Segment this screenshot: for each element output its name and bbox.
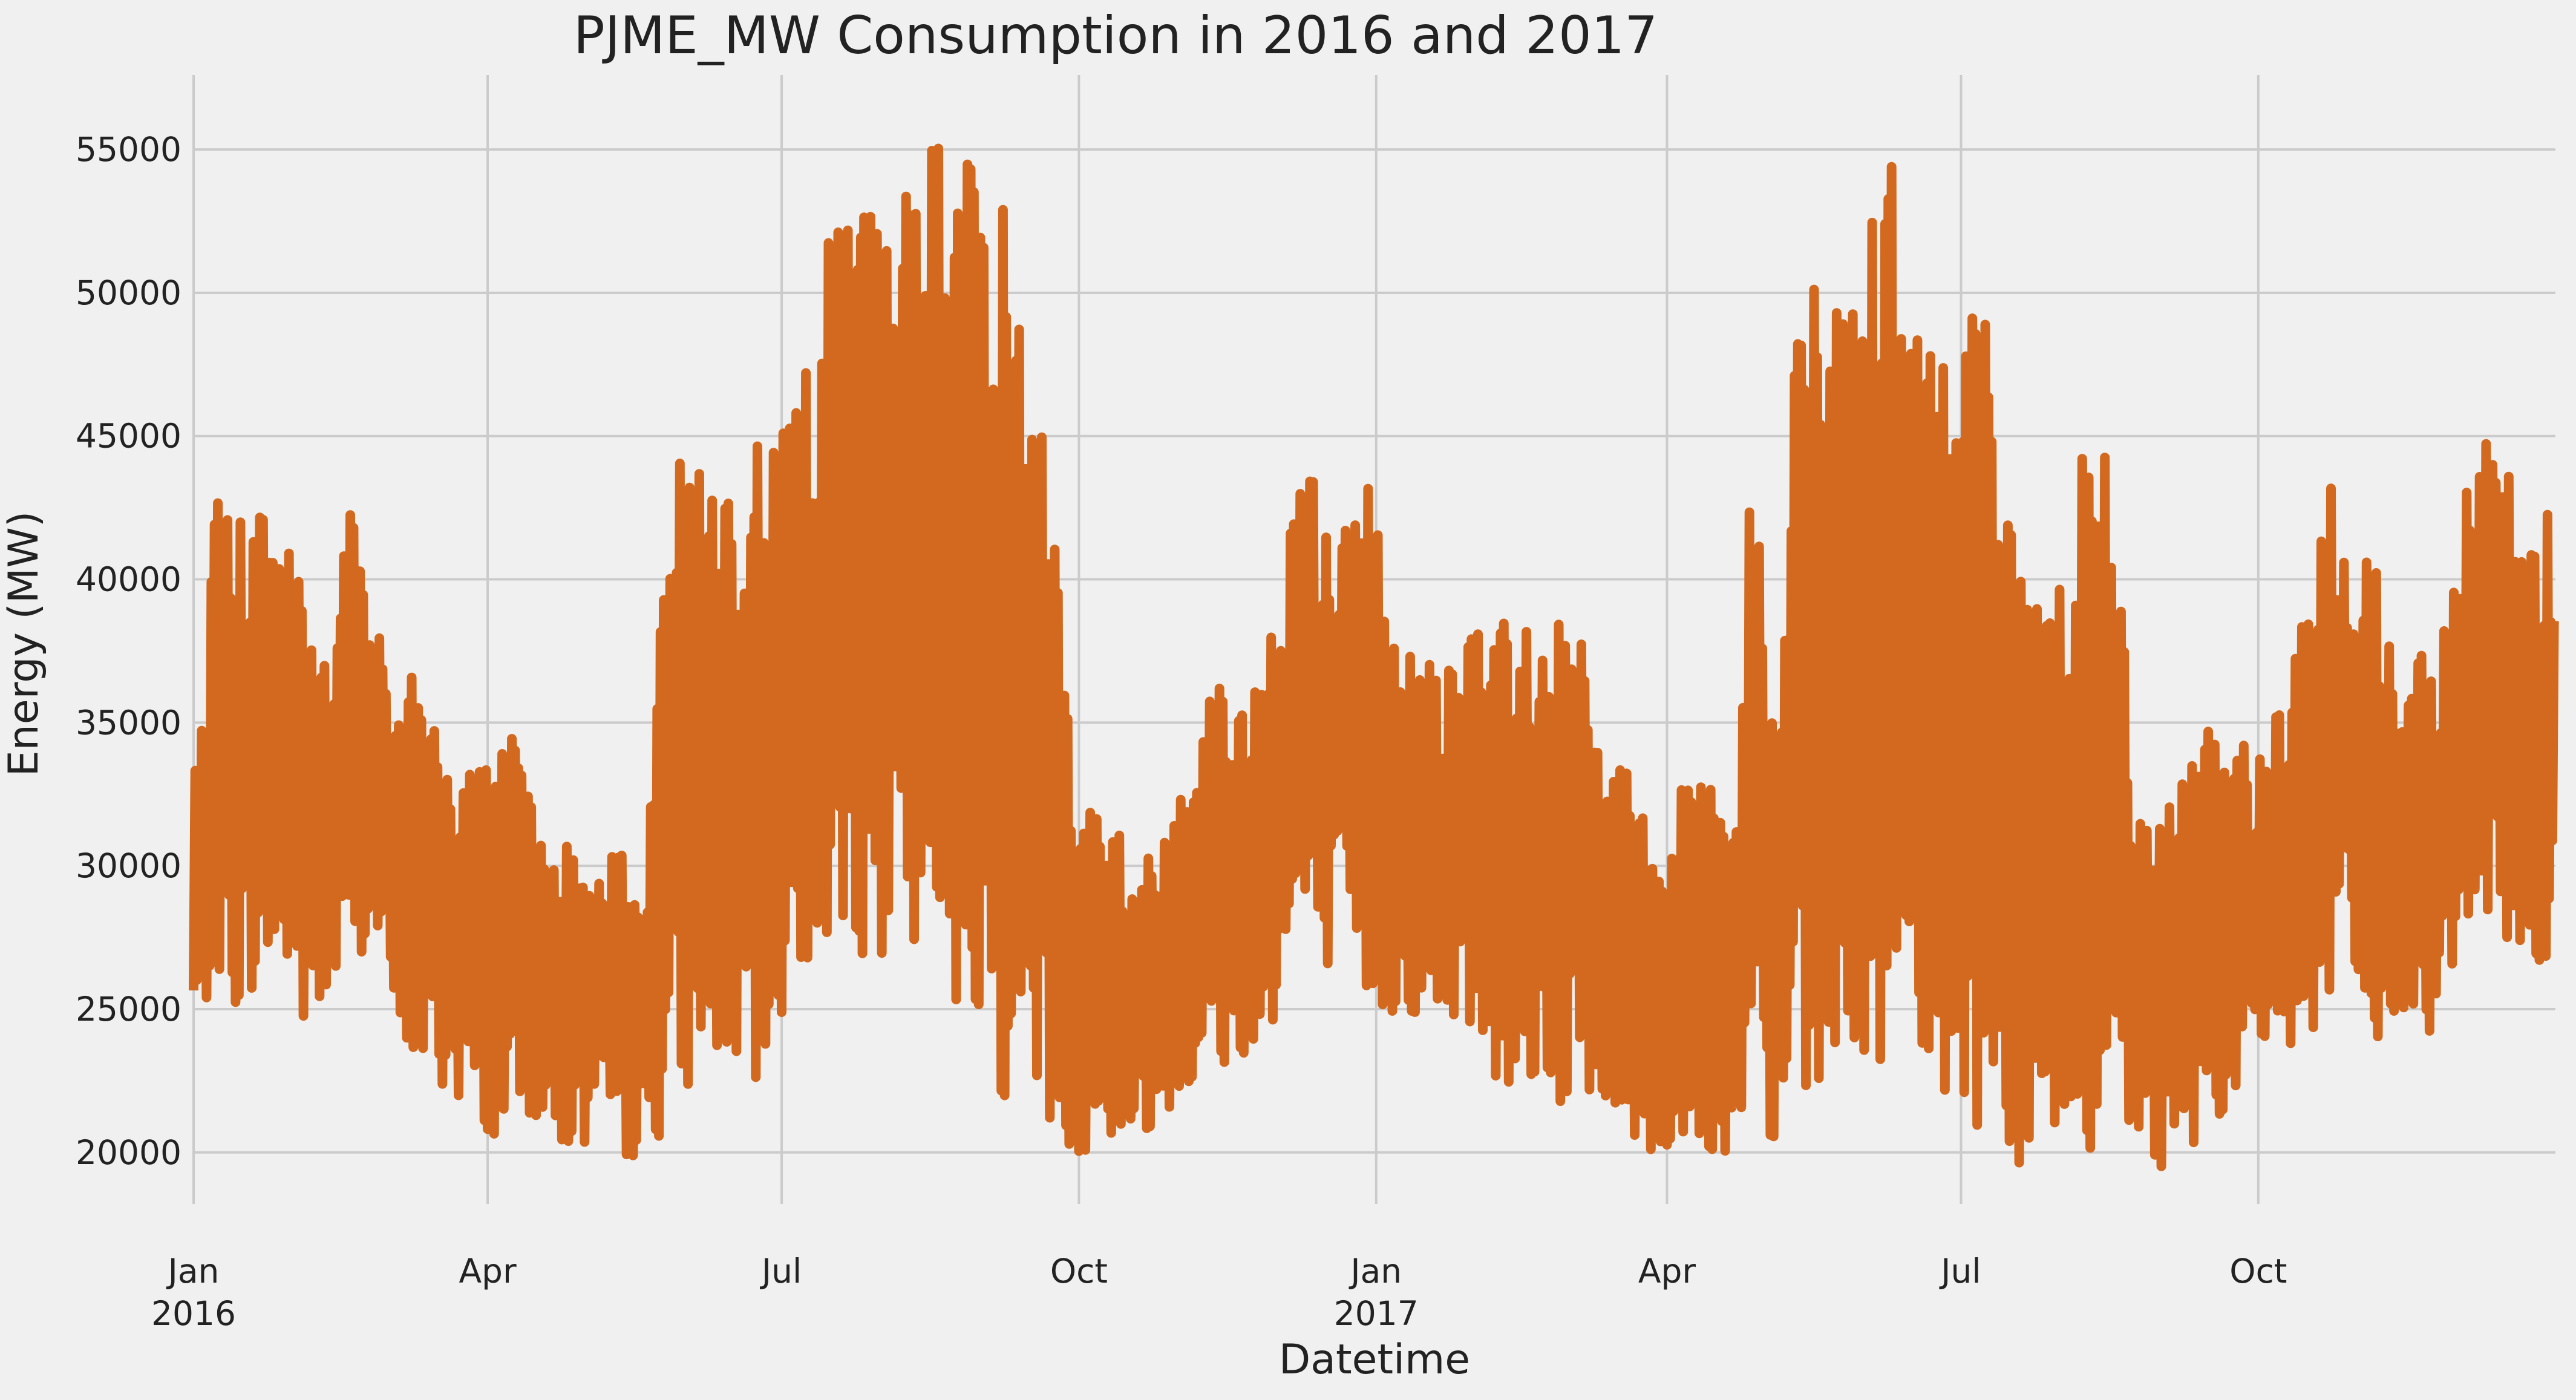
series-line	[189, 143, 2559, 1171]
x-tick-label: Jan	[1348, 1252, 1402, 1290]
y-tick-label: 25000	[76, 990, 181, 1029]
x-tick-label: Apr	[1638, 1252, 1696, 1290]
series-pjme-mw	[189, 143, 2559, 1171]
x-tick-year-label: 2017	[1334, 1294, 1419, 1333]
x-tick-label: Jul	[1939, 1252, 1981, 1290]
x-tick-labels: Jan 2016 Apr Jul Oct Jan 2017 Apr Jul Oct	[151, 1252, 2287, 1333]
y-tick-label: 55000	[76, 130, 181, 169]
x-axis-label: Datetime	[1279, 1336, 1470, 1384]
y-tick-label: 45000	[76, 417, 181, 456]
x-tick-label: Jan	[166, 1252, 220, 1290]
x-tick-label: Oct	[2229, 1252, 2287, 1290]
y-tick-labels: 20000 25000 30000 35000 40000 45000 50000 55000	[76, 130, 181, 1172]
y-tick-label: 20000	[76, 1133, 181, 1172]
y-tick-label: 50000	[76, 273, 181, 312]
x-tick-year-label: 2016	[151, 1294, 236, 1333]
x-tick-label: Apr	[459, 1252, 517, 1290]
y-tick-label: 35000	[76, 703, 181, 742]
y-axis-label: Energy (MW)	[0, 511, 48, 777]
x-tick-label: Jul	[760, 1252, 802, 1290]
y-tick-label: 30000	[76, 846, 181, 885]
x-tick-label: Oct	[1050, 1252, 1108, 1290]
y-tick-label: 40000	[76, 560, 181, 599]
chart-title: PJME_MW Consumption in 2016 and 2017	[574, 5, 1658, 66]
